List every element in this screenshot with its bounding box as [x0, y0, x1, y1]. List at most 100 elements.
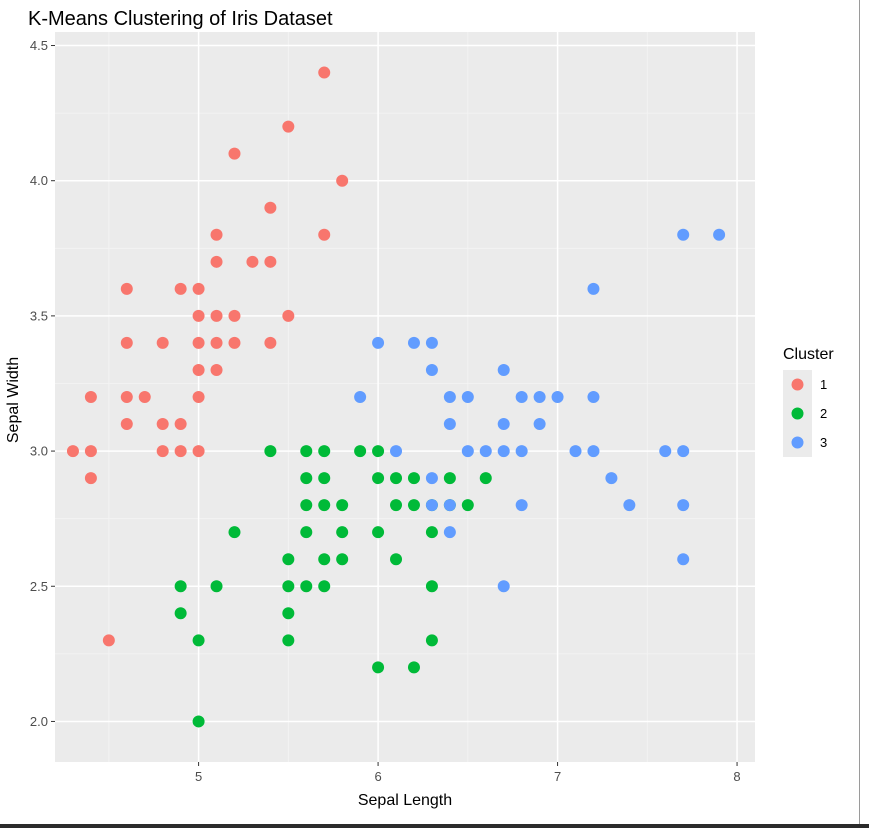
point-cluster-3 — [443, 499, 456, 512]
point-cluster-1 — [138, 391, 151, 403]
point-cluster-3 — [677, 445, 690, 458]
legend-title: Cluster — [783, 346, 834, 363]
point-cluster-2 — [300, 499, 313, 512]
point-cluster-1 — [210, 255, 223, 268]
point-cluster-2 — [192, 715, 205, 728]
x-tick-label: 7 — [554, 769, 561, 784]
point-cluster-2 — [282, 634, 295, 647]
point-cluster-3 — [497, 445, 510, 458]
legend-label-2: 2 — [820, 406, 827, 421]
point-cluster-1 — [282, 309, 295, 322]
point-cluster-2 — [425, 634, 438, 647]
point-cluster-3 — [569, 445, 582, 458]
point-cluster-2 — [425, 580, 438, 593]
legend-key-3 — [791, 436, 804, 449]
point-cluster-2 — [336, 499, 349, 512]
point-cluster-2 — [479, 472, 492, 485]
point-cluster-3 — [587, 445, 600, 458]
point-cluster-3 — [677, 228, 690, 241]
point-cluster-3 — [425, 336, 438, 349]
point-cluster-2 — [174, 580, 187, 593]
point-cluster-1 — [156, 336, 169, 349]
major-gridlines — [55, 32, 755, 762]
point-cluster-2 — [336, 526, 349, 539]
y-tick-label: 3.0 — [30, 444, 48, 459]
point-cluster-2 — [300, 445, 313, 458]
point-cluster-2 — [228, 526, 241, 539]
point-cluster-1 — [210, 309, 223, 322]
point-cluster-1 — [228, 336, 241, 349]
point-cluster-3 — [425, 499, 438, 512]
point-cluster-2 — [174, 607, 187, 620]
point-cluster-3 — [461, 391, 474, 403]
point-cluster-2 — [390, 553, 403, 566]
point-cluster-3 — [515, 445, 528, 458]
legend: Cluster 1 2 3 — [783, 346, 834, 457]
point-cluster-1 — [66, 445, 79, 458]
point-cluster-3 — [497, 363, 510, 376]
point-cluster-2 — [318, 580, 331, 593]
point-cluster-1 — [192, 336, 205, 349]
point-cluster-3 — [443, 391, 456, 403]
point-cluster-3 — [515, 391, 528, 403]
point-cluster-3 — [587, 282, 600, 295]
point-cluster-3 — [443, 526, 456, 539]
point-cluster-3 — [354, 391, 367, 403]
point-cluster-2 — [407, 499, 420, 512]
data-points — [66, 66, 726, 728]
point-cluster-1 — [210, 363, 223, 376]
y-tick-label: 4.5 — [30, 38, 48, 53]
point-cluster-2 — [282, 553, 295, 566]
point-cluster-1 — [120, 282, 133, 295]
legend-label-3: 3 — [820, 435, 827, 450]
legend-key-2 — [791, 407, 804, 420]
point-cluster-1 — [192, 309, 205, 322]
point-cluster-1 — [192, 391, 205, 403]
point-cluster-3 — [497, 418, 510, 431]
point-cluster-1 — [120, 336, 133, 349]
x-axis-title: Sepal Length — [358, 792, 452, 809]
point-cluster-1 — [282, 120, 295, 133]
point-cluster-2 — [372, 445, 385, 458]
point-cluster-3 — [677, 553, 690, 566]
point-cluster-2 — [372, 526, 385, 539]
point-cluster-2 — [210, 580, 223, 593]
point-cluster-1 — [84, 472, 97, 485]
window-border-bottom — [0, 824, 869, 828]
point-cluster-1 — [264, 336, 277, 349]
point-cluster-1 — [318, 228, 331, 241]
point-cluster-3 — [479, 445, 492, 458]
x-tick-label: 8 — [733, 769, 740, 784]
point-cluster-3 — [659, 445, 672, 458]
point-cluster-2 — [282, 580, 295, 593]
point-cluster-2 — [318, 472, 331, 485]
point-cluster-3 — [587, 391, 600, 403]
point-cluster-2 — [443, 472, 456, 485]
point-cluster-1 — [192, 445, 205, 458]
point-cluster-2 — [372, 472, 385, 485]
point-cluster-1 — [318, 66, 331, 79]
point-cluster-1 — [120, 418, 133, 431]
point-cluster-1 — [228, 147, 241, 160]
point-cluster-1 — [228, 309, 241, 322]
point-cluster-3 — [677, 499, 690, 512]
legend-key-1 — [791, 378, 804, 391]
window-border-right — [859, 0, 860, 824]
point-cluster-2 — [336, 553, 349, 566]
point-cluster-2 — [407, 472, 420, 485]
point-cluster-3 — [533, 418, 546, 431]
point-cluster-1 — [336, 174, 349, 187]
point-cluster-1 — [264, 201, 277, 214]
point-cluster-1 — [210, 336, 223, 349]
point-cluster-3 — [551, 391, 564, 403]
point-cluster-1 — [192, 282, 205, 295]
point-cluster-3 — [605, 472, 618, 485]
point-cluster-3 — [390, 445, 403, 458]
point-cluster-3 — [407, 336, 420, 349]
point-cluster-2 — [192, 634, 205, 647]
point-cluster-1 — [174, 418, 187, 431]
x-tick-label: 5 — [195, 769, 202, 784]
legend-label-1: 1 — [820, 377, 827, 392]
point-cluster-1 — [84, 445, 97, 458]
